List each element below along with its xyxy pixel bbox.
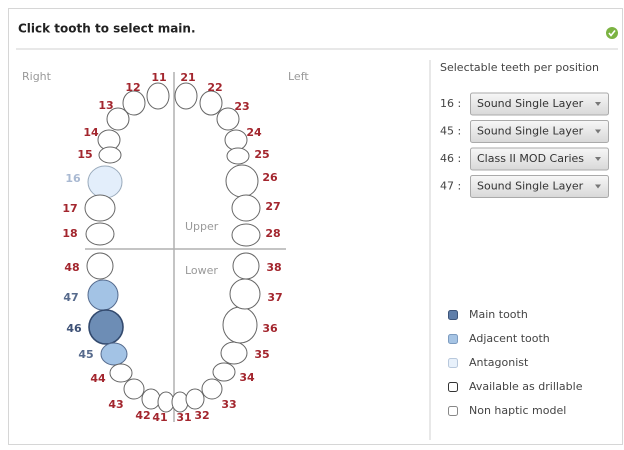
- tooth[interactable]: [88, 166, 122, 198]
- tooth[interactable]: [230, 279, 260, 309]
- tooth-number: 42: [135, 409, 150, 422]
- tooth-number: 13: [98, 99, 113, 112]
- tooth-number: 43: [108, 398, 123, 411]
- tooth[interactable]: [85, 195, 115, 221]
- dropdown-value: Sound Single Layer: [477, 180, 584, 193]
- tooth-number: 11: [151, 71, 166, 84]
- legend-label: Antagonist: [469, 356, 529, 369]
- tooth[interactable]: [232, 195, 260, 221]
- tooth-number: 16: [65, 172, 81, 185]
- tooth[interactable]: [232, 224, 260, 246]
- tooth[interactable]: [213, 363, 235, 381]
- legend-swatch: [449, 383, 458, 392]
- tooth-number: 14: [83, 126, 99, 139]
- dropdown-value: Class II MOD Caries: [477, 152, 584, 165]
- tooth[interactable]: [86, 223, 114, 245]
- legend-label: Adjacent tooth: [469, 332, 550, 345]
- tooth-number: 47: [63, 291, 78, 304]
- dropdown-value: Sound Single Layer: [477, 125, 584, 138]
- legend-label: Non haptic model: [469, 404, 566, 417]
- header-title: Click tooth to select main.: [18, 22, 196, 36]
- tooth[interactable]: [227, 148, 249, 164]
- tooth-number: 15: [77, 148, 92, 161]
- tooth[interactable]: [89, 310, 123, 344]
- tooth-number: 46: [66, 322, 82, 335]
- tooth-number: 21: [180, 71, 195, 84]
- right-label: Right: [22, 70, 52, 83]
- tooth-number: 38: [266, 261, 281, 274]
- tooth-number: 32: [194, 409, 209, 422]
- tooth[interactable]: [186, 389, 204, 409]
- check-icon: [606, 27, 618, 39]
- tooth-number: 31: [176, 411, 191, 424]
- tooth[interactable]: [172, 392, 188, 412]
- left-label: Left: [288, 70, 309, 83]
- tooth-number: 27: [265, 200, 280, 213]
- tooth[interactable]: [110, 364, 132, 382]
- tooth-number: 34: [239, 371, 255, 384]
- tooth-number: 36: [262, 322, 278, 335]
- tooth[interactable]: [202, 379, 222, 399]
- tooth[interactable]: [147, 83, 169, 109]
- dropdown-value: Sound Single Layer: [477, 97, 584, 110]
- tooth-number: 37: [267, 291, 282, 304]
- tooth[interactable]: [225, 130, 247, 150]
- tooth[interactable]: [101, 343, 127, 365]
- tooth[interactable]: [223, 307, 257, 343]
- tooth[interactable]: [99, 147, 121, 163]
- tooth[interactable]: [226, 165, 258, 197]
- lower-label: Lower: [185, 264, 218, 277]
- tooth-number: 44: [90, 372, 106, 385]
- tooth-position: 16 :: [440, 97, 461, 110]
- upper-label: Upper: [185, 220, 219, 233]
- screen: Click tooth to select main. Right Left U…: [0, 0, 624, 446]
- legend-swatch: [449, 359, 458, 368]
- tooth-number: 35: [254, 348, 269, 361]
- legend-label: Main tooth: [469, 308, 528, 321]
- tooth-position: 47 :: [440, 180, 461, 193]
- tooth-number: 33: [221, 398, 236, 411]
- tooth[interactable]: [142, 389, 160, 409]
- tooth-number: 41: [152, 411, 167, 424]
- tooth[interactable]: [221, 342, 247, 364]
- tooth-number: 22: [207, 81, 222, 94]
- tooth[interactable]: [233, 253, 259, 279]
- tooth-number: 17: [62, 202, 77, 215]
- tooth-number: 23: [234, 100, 249, 113]
- selection-title: Selectable teeth per position: [440, 61, 599, 74]
- tooth[interactable]: [124, 379, 144, 399]
- tooth-number: 12: [125, 81, 140, 94]
- tooth-position: 46 :: [440, 152, 461, 165]
- tooth-number: 18: [62, 227, 77, 240]
- tooth-number: 48: [64, 261, 79, 274]
- tooth[interactable]: [175, 83, 197, 109]
- tooth[interactable]: [88, 280, 118, 310]
- legend-swatch: [449, 311, 458, 320]
- tooth-position: 45 :: [440, 125, 461, 138]
- tooth-number: 24: [246, 126, 262, 139]
- tooth-number: 26: [262, 171, 278, 184]
- tooth-number: 28: [265, 227, 280, 240]
- tooth[interactable]: [87, 253, 113, 279]
- tooth-number: 25: [254, 148, 269, 161]
- tooth[interactable]: [200, 91, 222, 115]
- tooth-number: 45: [78, 348, 93, 361]
- legend-swatch: [449, 407, 458, 416]
- legend-label: Available as drillable: [469, 380, 583, 393]
- legend-swatch: [449, 335, 458, 344]
